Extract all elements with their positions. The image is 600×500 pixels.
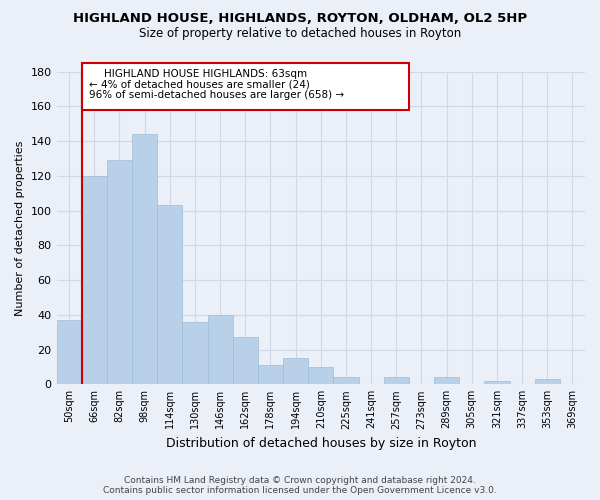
Bar [157, 206, 182, 384]
Text: Size of property relative to detached houses in Royton: Size of property relative to detached ho… [139, 28, 461, 40]
Bar [258, 365, 283, 384]
X-axis label: Distribution of detached houses by size in Royton: Distribution of detached houses by size … [166, 437, 476, 450]
Bar [484, 381, 509, 384]
Bar [132, 134, 157, 384]
Bar [334, 378, 359, 384]
Bar [383, 378, 409, 384]
Bar [208, 315, 233, 384]
Text: HIGHLAND HOUSE HIGHLANDS: 63sqm: HIGHLAND HOUSE HIGHLANDS: 63sqm [104, 70, 307, 80]
Bar [56, 320, 82, 384]
Text: HIGHLAND HOUSE, HIGHLANDS, ROYTON, OLDHAM, OL2 5HP: HIGHLAND HOUSE, HIGHLANDS, ROYTON, OLDHA… [73, 12, 527, 26]
Bar [107, 160, 132, 384]
Text: ← 4% of detached houses are smaller (24): ← 4% of detached houses are smaller (24) [89, 80, 310, 90]
Bar [434, 378, 459, 384]
Bar [182, 322, 208, 384]
Bar [308, 367, 334, 384]
Bar [283, 358, 308, 384]
Bar [233, 338, 258, 384]
Bar [535, 379, 560, 384]
Text: Contains HM Land Registry data © Crown copyright and database right 2024.: Contains HM Land Registry data © Crown c… [124, 476, 476, 485]
Y-axis label: Number of detached properties: Number of detached properties [15, 140, 25, 316]
Text: Contains public sector information licensed under the Open Government Licence v3: Contains public sector information licen… [103, 486, 497, 495]
Text: 96% of semi-detached houses are larger (658) →: 96% of semi-detached houses are larger (… [89, 90, 344, 100]
Bar [82, 176, 107, 384]
